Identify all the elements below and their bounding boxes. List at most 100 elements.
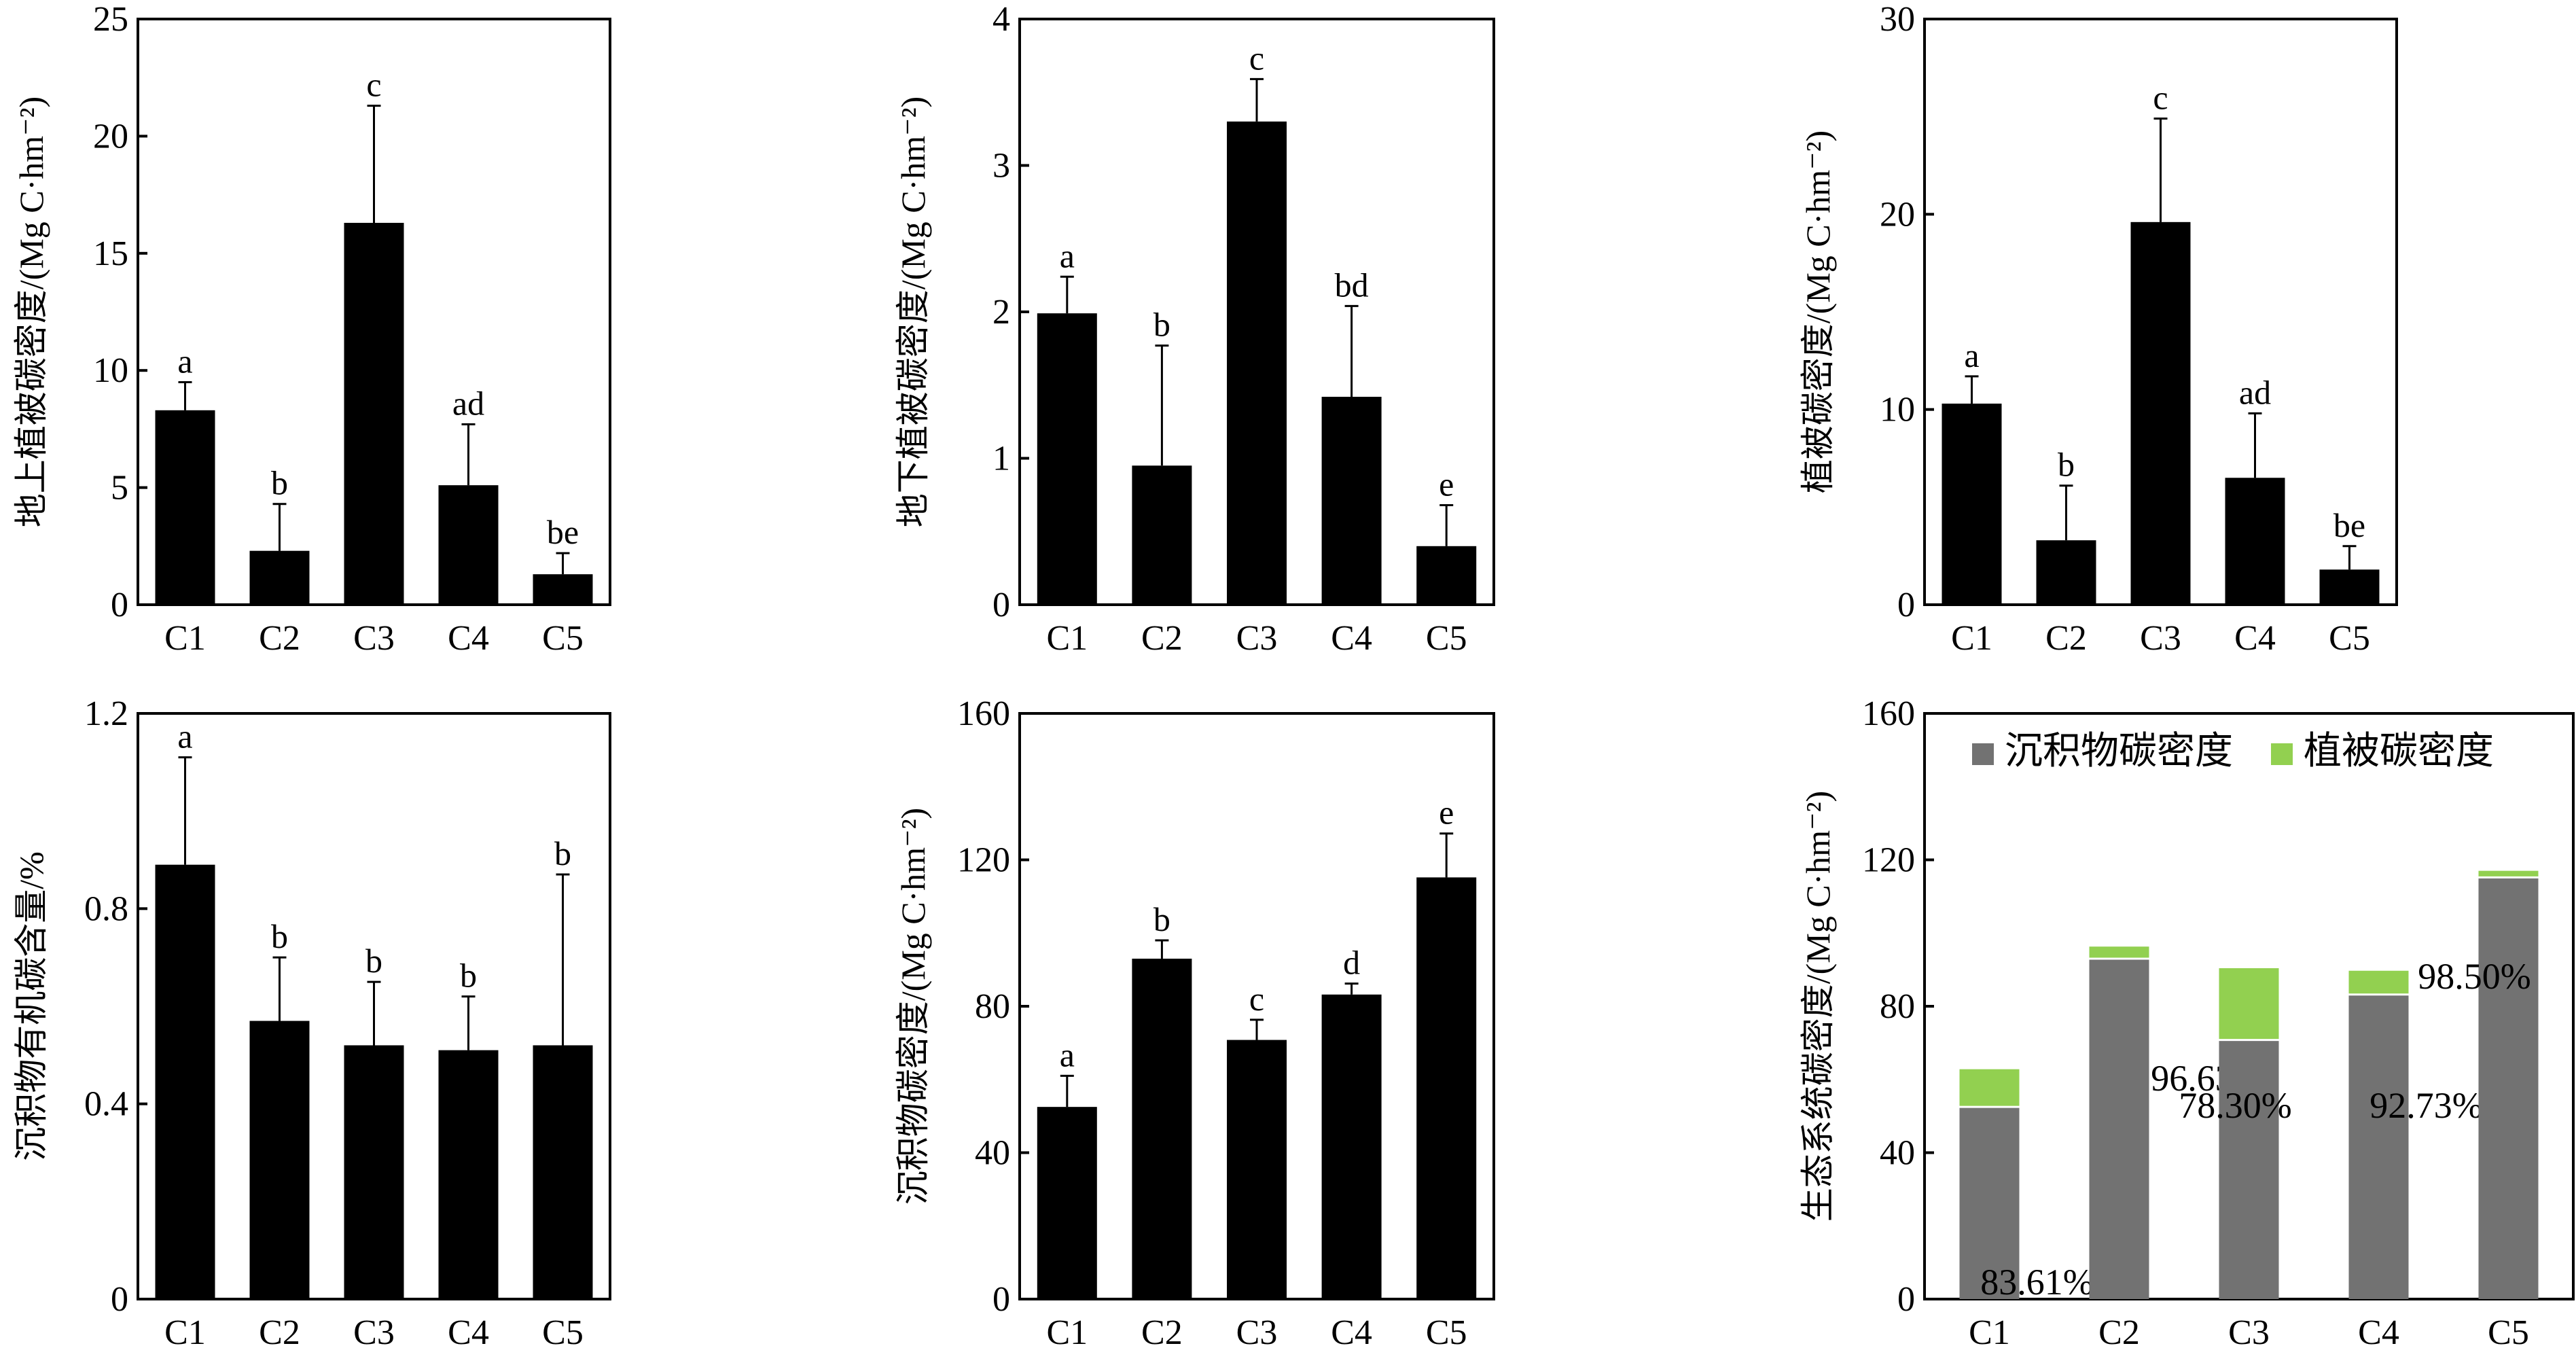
y-tick-label: 160 bbox=[1862, 694, 1915, 733]
bar-C4 bbox=[438, 485, 499, 605]
chart-panel-2: 0 1 2 3 4 C1 C2 C3 C4 C5 地下植被碳密度/(Mg C·hm⁻²) a b c bd e bbox=[894, 0, 1495, 658]
x-tick-label: C5 bbox=[542, 619, 584, 658]
y-tick-label: 2 bbox=[992, 293, 1010, 332]
y-tick-label: 40 bbox=[1880, 1134, 1915, 1173]
significance-label: c bbox=[366, 66, 381, 104]
legend-label-sediment: 沉积物碳密度 bbox=[2005, 730, 2233, 773]
bar-C1 bbox=[155, 864, 215, 1299]
x-tick-label: C5 bbox=[542, 1313, 584, 1352]
y-axis-label: 地上植被碳密度/(Mg C·hm⁻²) bbox=[12, 96, 50, 527]
significance-label: e bbox=[1439, 794, 1454, 832]
bar-C3 bbox=[2130, 221, 2191, 605]
stack-vegetation-C4 bbox=[2348, 970, 2409, 995]
significance-label: e bbox=[1439, 465, 1454, 503]
x-tick-label: C5 bbox=[2329, 619, 2370, 658]
bar-C5 bbox=[533, 1045, 593, 1299]
x-tick-label: C3 bbox=[2140, 619, 2181, 658]
chart-panel-5: 0 40 80 120 160 C1 C2 C3 C4 C5 沉积物碳密度/(Mg C·hm⁻²) a… bbox=[894, 694, 1495, 1352]
y-axis-label: 生态系统碳密度/(Mg C·hm⁻²) bbox=[1799, 791, 1837, 1222]
y-tick-label: 0 bbox=[992, 586, 1010, 624]
significance-label: ad bbox=[2239, 373, 2271, 411]
y-axis-label: 植被碳密度/(Mg C·hm⁻²) bbox=[1799, 130, 1837, 493]
x-tick-label: C1 bbox=[1951, 619, 1992, 658]
stack-sediment-C3 bbox=[2219, 1040, 2279, 1299]
significance-label: a bbox=[177, 717, 192, 756]
x-tick-label: C5 bbox=[1426, 619, 1467, 658]
chart-panel-3: 0 10 20 30 C1 C2 C3 C4 C5 植被碳密度/(Mg C·hm⁻²) a b c ad b… bbox=[1799, 0, 2398, 658]
significance-label: b bbox=[1153, 900, 1170, 938]
x-tick-label: C4 bbox=[1331, 1313, 1372, 1352]
stack-sediment-C5 bbox=[2478, 877, 2539, 1299]
y-tick-label: 25 bbox=[93, 0, 128, 39]
x-tick-label: C4 bbox=[1331, 619, 1372, 658]
significance-label: be bbox=[547, 513, 579, 551]
y-tick-label: 4 bbox=[992, 0, 1010, 39]
significance-label: ad bbox=[452, 385, 484, 423]
x-tick-label: C5 bbox=[2488, 1313, 2529, 1352]
x-tick-label: C2 bbox=[259, 1313, 300, 1352]
bar-C2 bbox=[249, 550, 310, 605]
significance-label: b bbox=[460, 957, 477, 995]
y-tick-label: 120 bbox=[957, 841, 1010, 880]
y-tick-label: 1 bbox=[992, 440, 1010, 478]
y-tick-label: 0 bbox=[111, 586, 128, 624]
bar-C4 bbox=[1321, 994, 1382, 1299]
percent-label: 83.61% bbox=[1980, 1262, 2093, 1302]
significance-label: d bbox=[1343, 944, 1360, 982]
y-tick-label: 30 bbox=[1880, 0, 1915, 39]
x-tick-label: C2 bbox=[1141, 619, 1183, 658]
y-tick-label: 0.8 bbox=[84, 889, 128, 928]
x-tick-label: C4 bbox=[448, 619, 489, 658]
significance-label: a bbox=[1964, 336, 1979, 374]
bar-C2 bbox=[1132, 958, 1192, 1299]
bar-C5 bbox=[533, 574, 593, 605]
chart-panel-6: 0 40 80 120 160 C1 C2 C3 C4 C5 生态系统碳密度/(Mg C·hm⁻²)… bbox=[1799, 694, 2575, 1352]
x-tick-label: C5 bbox=[1426, 1313, 1467, 1352]
legend-label-vegetation: 植被碳密度 bbox=[2304, 730, 2494, 773]
chart-panel-1: 0 5 10 15 20 25 C1 C2 C3 C4 C5 地上植被碳密度/(Mg C·hm⁻²) a… bbox=[12, 0, 611, 658]
y-tick-label: 160 bbox=[957, 694, 1010, 733]
bar-C1 bbox=[1037, 1107, 1097, 1299]
significance-label: c bbox=[1249, 39, 1264, 77]
bar-C5 bbox=[1416, 546, 1477, 605]
significance-label: a bbox=[177, 342, 192, 380]
stack-vegetation-C1 bbox=[1959, 1069, 2020, 1107]
bar-C5 bbox=[2319, 569, 2380, 605]
bar-C2 bbox=[1132, 465, 1192, 605]
significance-label: b bbox=[271, 917, 288, 955]
y-tick-label: 20 bbox=[1880, 195, 1915, 234]
bar-C2 bbox=[249, 1021, 310, 1299]
percent-label: 92.73% bbox=[2369, 1085, 2482, 1126]
bar-C3 bbox=[1227, 1040, 1287, 1299]
bar-C4 bbox=[2225, 478, 2285, 605]
percent-label: 78.30% bbox=[2179, 1085, 2291, 1126]
stack-vegetation-C3 bbox=[2219, 968, 2279, 1040]
bar-C4 bbox=[1321, 396, 1382, 605]
bar-C3 bbox=[1227, 121, 1287, 605]
y-tick-label: 120 bbox=[1862, 841, 1915, 880]
x-tick-label: C2 bbox=[259, 619, 300, 658]
stack-vegetation-C2 bbox=[2089, 946, 2149, 959]
y-tick-label: 1.2 bbox=[84, 694, 128, 733]
significance-label: a bbox=[1060, 236, 1075, 274]
y-tick-label: 40 bbox=[975, 1134, 1010, 1173]
x-tick-label: C1 bbox=[164, 619, 206, 658]
y-tick-label: 0 bbox=[111, 1280, 128, 1319]
significance-label: b bbox=[1153, 306, 1170, 344]
bar-C2 bbox=[2036, 540, 2096, 605]
y-axis-label: 沉积物有机碳含量/% bbox=[12, 851, 50, 1161]
bar-C3 bbox=[344, 222, 404, 605]
y-tick-label: 10 bbox=[93, 351, 128, 390]
x-tick-label: C2 bbox=[1141, 1313, 1183, 1352]
significance-label: b bbox=[554, 834, 571, 872]
percent-label: 98.50% bbox=[2418, 956, 2530, 997]
bar-C5 bbox=[1416, 877, 1477, 1299]
y-tick-label: 0 bbox=[1897, 1280, 1915, 1319]
stack-sediment-C2 bbox=[2089, 958, 2149, 1299]
y-tick-label: 20 bbox=[93, 117, 128, 156]
x-tick-label: C3 bbox=[353, 1313, 395, 1352]
x-tick-label: C1 bbox=[1969, 1313, 2010, 1352]
x-tick-label: C4 bbox=[2234, 619, 2276, 658]
bar-C1 bbox=[155, 410, 215, 605]
